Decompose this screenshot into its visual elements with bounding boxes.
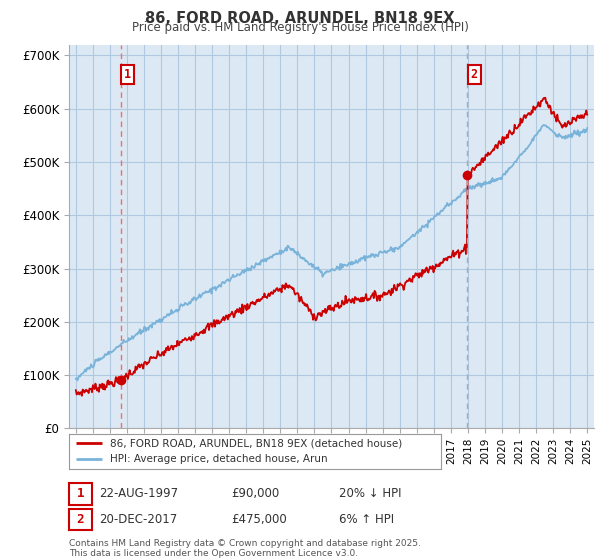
Text: HPI: Average price, detached house, Arun: HPI: Average price, detached house, Arun: [110, 454, 328, 464]
Text: 2: 2: [470, 68, 478, 81]
Text: 2: 2: [77, 513, 84, 526]
Text: 6% ↑ HPI: 6% ↑ HPI: [339, 513, 394, 526]
Text: 1: 1: [124, 68, 131, 81]
Text: 1: 1: [77, 487, 84, 501]
Text: £90,000: £90,000: [231, 487, 279, 501]
Text: 86, FORD ROAD, ARUNDEL, BN18 9EX: 86, FORD ROAD, ARUNDEL, BN18 9EX: [145, 11, 455, 26]
Text: Price paid vs. HM Land Registry's House Price Index (HPI): Price paid vs. HM Land Registry's House …: [131, 21, 469, 34]
Text: Contains HM Land Registry data © Crown copyright and database right 2025.
This d: Contains HM Land Registry data © Crown c…: [69, 539, 421, 558]
Text: £475,000: £475,000: [231, 513, 287, 526]
Text: 86, FORD ROAD, ARUNDEL, BN18 9EX (detached house): 86, FORD ROAD, ARUNDEL, BN18 9EX (detach…: [110, 438, 402, 449]
Text: 20% ↓ HPI: 20% ↓ HPI: [339, 487, 401, 501]
Text: 22-AUG-1997: 22-AUG-1997: [99, 487, 178, 501]
Text: 20-DEC-2017: 20-DEC-2017: [99, 513, 177, 526]
